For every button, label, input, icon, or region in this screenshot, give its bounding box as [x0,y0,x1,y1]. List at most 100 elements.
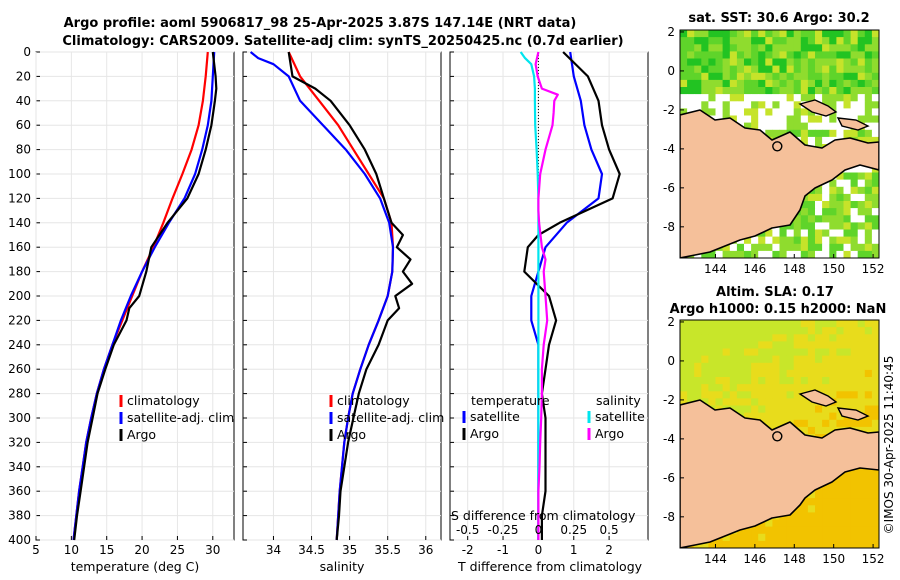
map-cell [694,65,702,74]
map-cell [843,186,851,195]
map-cell [836,505,844,513]
map-cell [829,377,837,385]
map-cell [779,369,787,378]
map-cell [779,236,787,245]
map-cell [758,334,766,342]
map-cell [736,334,745,342]
map-cell [736,58,745,66]
map-cell [722,30,731,38]
map-cell [822,136,830,145]
map-cell [836,37,844,45]
map-cell [715,398,723,406]
map-cell [815,65,823,74]
map-cell [843,94,851,102]
map-cell [836,108,844,116]
legend-satellite-adj: satellite-adj. clim [337,410,444,425]
map-cell [807,384,816,392]
map-cell [736,87,745,95]
map-cell [800,222,809,230]
map-cell [807,236,816,245]
map-cell [736,108,745,116]
map-cell [722,243,731,252]
map-cell [850,243,859,252]
map-cell [779,37,787,45]
map-cell [800,348,809,356]
map-cell [800,208,809,216]
map-cell [772,348,780,356]
map-cell [829,341,837,349]
map-cell [779,101,787,109]
map-cell [871,30,879,38]
map-cell [751,334,759,342]
depth-tick-label: 140 [8,216,31,230]
map-cell [708,101,716,109]
map-cell [800,412,809,421]
map-cell [800,377,809,385]
map-cell [871,341,879,349]
map-cell [793,72,802,81]
map-cell [694,334,702,342]
map-cell [779,51,787,59]
map-cell [871,193,879,202]
map-cell [765,87,773,95]
map-cell [829,37,837,45]
map-cell [829,79,837,88]
map-cell [850,186,859,195]
map-cell [815,348,823,356]
depth-tick-label: 260 [8,362,31,376]
legend-argo: Argo [127,427,156,442]
map-cell [857,526,866,535]
map-cell [857,362,866,371]
map-cell [871,201,879,209]
map-cell [786,362,795,371]
map-cell [751,79,759,88]
map-cell [708,355,716,364]
map-cell [800,405,809,413]
map-cell [687,369,695,378]
map-cell [722,334,731,342]
map-cell [680,384,688,392]
map-cell [701,101,709,109]
map-cell [815,419,823,428]
depth-tick-label: 40 [16,94,31,108]
depth-tick-label: 240 [8,338,31,352]
map-cell [807,426,816,435]
s-tick-label: 0.25 [560,523,587,537]
map-cell [680,320,688,328]
map-cell [779,348,787,356]
map-cell [751,122,759,131]
map-cell [786,348,795,356]
map-cell [800,65,809,74]
map-cell [722,377,731,385]
map-cell [779,419,787,428]
map-cell [843,469,851,478]
map-cell [765,129,773,138]
map-cell [864,172,873,180]
depth-tick-label: 200 [8,289,31,303]
map-cell [729,51,738,59]
map-cell [857,30,866,38]
map-cell [807,491,816,499]
map-cell [701,79,709,88]
map-cell [793,222,802,230]
map-cell [864,426,873,435]
map-cell [836,533,844,542]
map-cell [708,58,716,66]
map-cell [772,327,780,335]
salinity-axis-label: salinity [320,559,365,574]
map-cell [850,87,859,95]
map-cell [850,505,859,513]
map-cell [765,540,773,548]
map-cell [722,341,731,349]
map-cell [836,398,844,406]
map-cell [751,412,759,421]
map-cell [751,320,759,328]
map-cell [871,377,879,385]
map-cell [800,51,809,59]
map-cell [871,243,879,252]
map-cell [708,369,716,378]
map-cell [843,65,851,74]
map-cell [822,519,830,527]
map-cell [829,243,837,252]
map-cell [772,108,780,116]
